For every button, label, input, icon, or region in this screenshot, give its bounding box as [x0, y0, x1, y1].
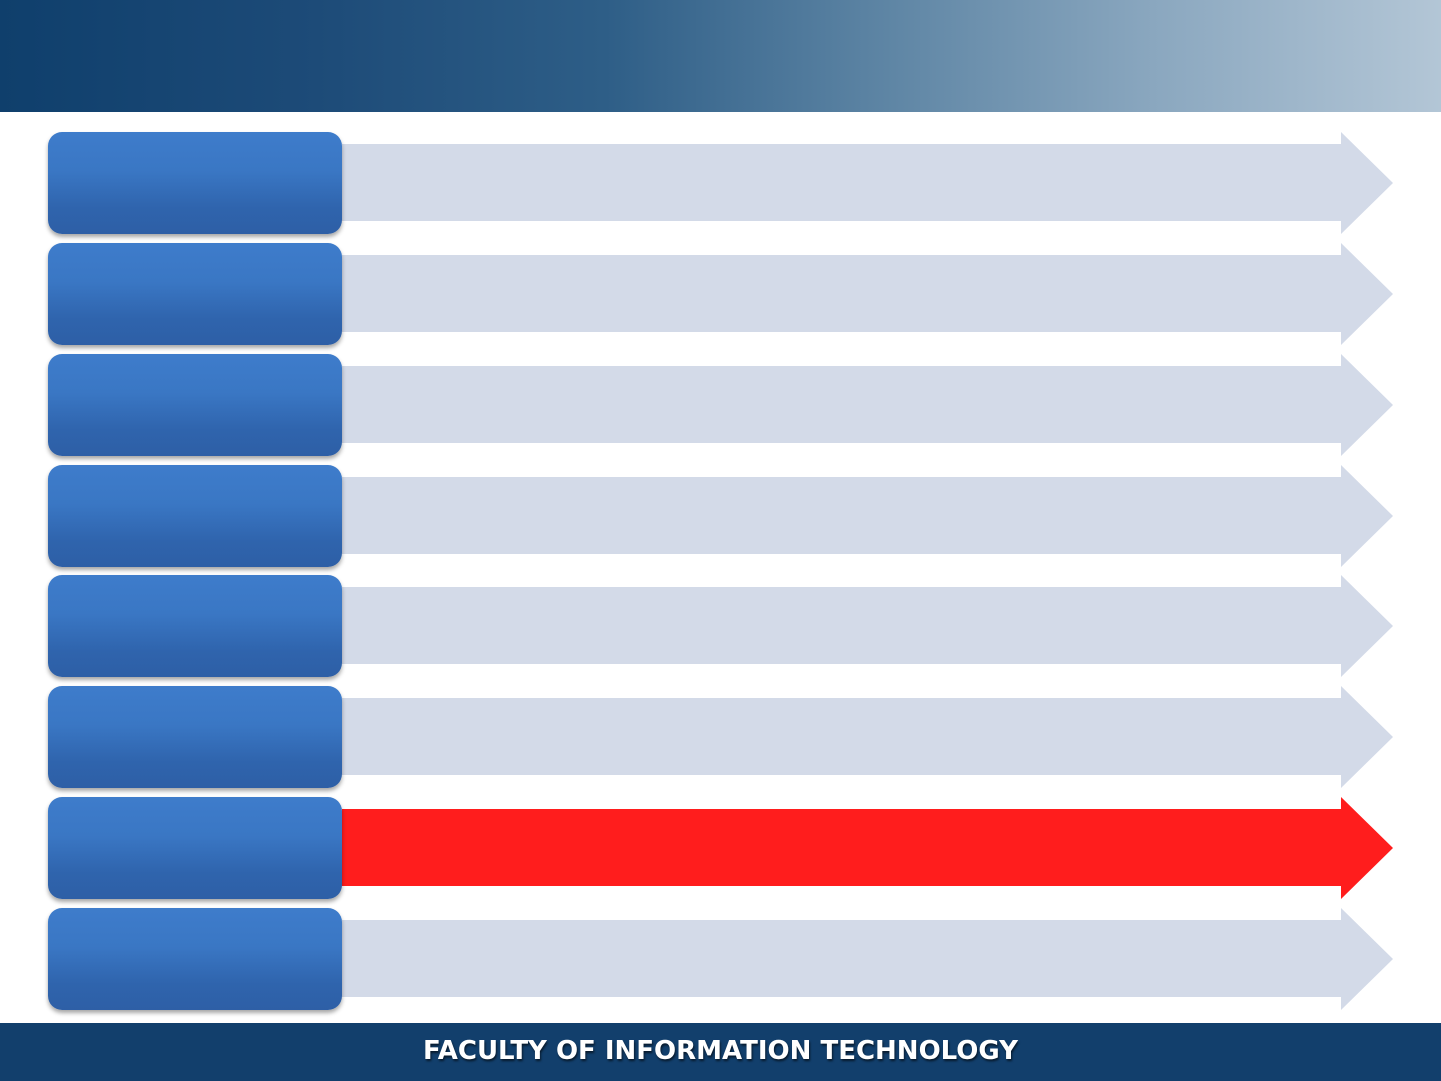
row-arrow — [342, 575, 1393, 677]
process-row — [0, 243, 1441, 345]
row-label-box — [48, 797, 342, 899]
process-row — [0, 908, 1441, 1010]
arrow-shape — [342, 132, 1393, 234]
arrow-shape — [342, 797, 1393, 899]
row-label-box — [48, 686, 342, 788]
arrow-shape — [342, 354, 1393, 456]
row-label-box — [48, 132, 342, 234]
process-row — [0, 686, 1441, 788]
row-label-box — [48, 465, 342, 567]
row-label-box — [48, 908, 342, 1010]
row-label-box — [48, 243, 342, 345]
arrow-shape — [342, 686, 1393, 788]
arrow-shape — [342, 575, 1393, 677]
row-arrow — [342, 908, 1393, 1010]
row-arrow — [342, 132, 1393, 234]
process-row — [0, 354, 1441, 456]
header-banner — [0, 0, 1441, 112]
arrow-shape — [342, 908, 1393, 1010]
row-arrow — [342, 686, 1393, 788]
process-row — [0, 575, 1441, 677]
row-label-box — [48, 354, 342, 456]
footer-banner: FACULTY OF INFORMATION TECHNOLOGY — [0, 1021, 1441, 1081]
arrow-shape — [342, 465, 1393, 567]
row-arrow — [342, 465, 1393, 567]
row-arrow — [342, 243, 1393, 345]
process-row — [0, 797, 1441, 899]
process-row — [0, 132, 1441, 234]
process-row — [0, 465, 1441, 567]
row-label-box — [48, 575, 342, 677]
row-arrow — [342, 354, 1393, 456]
arrow-shape — [342, 243, 1393, 345]
footer-text: FACULTY OF INFORMATION TECHNOLOGY — [422, 1036, 1019, 1066]
row-arrow-highlighted — [342, 797, 1393, 899]
